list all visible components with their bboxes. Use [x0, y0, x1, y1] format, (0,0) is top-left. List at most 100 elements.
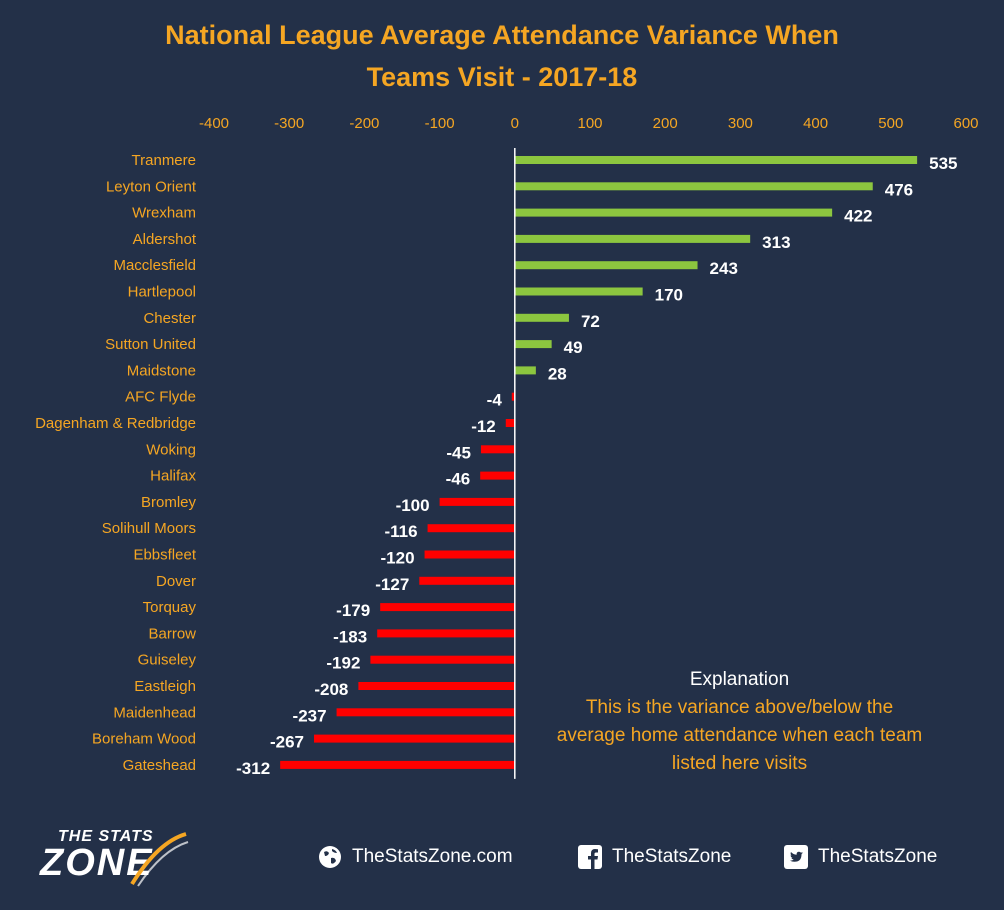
data-label: 49 [564, 338, 583, 357]
data-label: -312 [236, 759, 270, 778]
bar [514, 182, 873, 191]
website-text: TheStatsZone.com [352, 846, 513, 867]
category-label: Maidstone [127, 362, 196, 379]
category-label: Bromley [141, 494, 197, 511]
stats-zone-logo: THE STATS ZONE [38, 828, 218, 890]
x-tick-label: 0 [511, 115, 519, 132]
category-label: Chester [143, 310, 196, 327]
data-label: 243 [710, 259, 738, 278]
data-label: -12 [471, 417, 496, 436]
chart-title: National League Average Attendance Varia… [0, 14, 1004, 98]
data-label: 72 [581, 312, 600, 331]
facebook-link[interactable]: TheStatsZone [578, 844, 731, 870]
category-label: Sutton United [105, 336, 196, 353]
category-label: Woking [146, 441, 196, 458]
category-label: Dagenham & Redbridge [35, 415, 196, 432]
twitter-text: TheStatsZone [818, 846, 938, 867]
x-tick-label: 400 [803, 115, 828, 132]
category-label: Aldershot [133, 231, 197, 248]
bar [439, 497, 515, 506]
bar [480, 445, 515, 454]
x-tick-label: -100 [425, 115, 455, 132]
category-label: Halifax [150, 468, 196, 485]
bar [514, 313, 569, 322]
data-label: -127 [375, 575, 409, 594]
twitter-icon [784, 845, 808, 869]
x-tick-label: 100 [577, 115, 602, 132]
data-label: 313 [762, 233, 790, 252]
bar [514, 156, 918, 164]
data-label: -45 [446, 443, 471, 462]
category-label: Gateshead [123, 757, 196, 774]
category-label: AFC Flyde [125, 389, 196, 406]
bar [370, 655, 515, 664]
category-label: Tranmere [132, 152, 196, 169]
category-label: Torquay [143, 599, 197, 616]
bar [514, 340, 552, 349]
category-label: Maidenhead [113, 704, 196, 721]
data-label: -192 [326, 654, 360, 673]
category-label: Boreham Wood [92, 731, 196, 748]
x-tick-label: 600 [953, 115, 978, 132]
x-tick-label: 200 [653, 115, 678, 132]
bar [424, 550, 515, 559]
data-label: -4 [487, 391, 503, 410]
footer: THE STATS ZONE TheStatsZone.com TheStats… [0, 822, 1004, 910]
bar [314, 734, 515, 743]
website-link[interactable]: TheStatsZone.com [318, 844, 513, 870]
bar [480, 471, 515, 480]
data-label: -116 [384, 522, 417, 541]
data-label: -208 [314, 680, 348, 699]
category-label: Dover [156, 573, 196, 590]
facebook-icon [578, 845, 602, 869]
category-label: Barrow [148, 625, 196, 642]
bar [514, 234, 751, 243]
bar [505, 419, 515, 427]
bar [377, 629, 515, 638]
data-label: -237 [293, 706, 327, 725]
bars [280, 156, 918, 769]
data-label: 170 [655, 286, 683, 305]
category-label: Wrexham [132, 205, 196, 222]
logo-main-text: ZONE [40, 842, 154, 884]
bar [280, 760, 515, 769]
bar [380, 603, 515, 612]
category-label: Hartlepool [128, 284, 196, 301]
bar [358, 682, 515, 690]
x-axis-ticks: -400 -300 -200 -100 0 100 200 300 400 500 600 [199, 115, 979, 132]
globe-icon [319, 846, 341, 868]
x-tick-label: 300 [728, 115, 753, 132]
bar [336, 708, 515, 717]
category-label: Leyton Orient [106, 178, 197, 195]
data-label: -100 [396, 496, 430, 515]
category-label: Ebbsfleet [133, 547, 196, 564]
data-label: -179 [336, 601, 370, 620]
category-label: Eastleigh [134, 678, 196, 695]
data-label: -267 [270, 733, 304, 752]
data-label: -46 [446, 470, 471, 489]
facebook-text: TheStatsZone [612, 846, 732, 867]
explanation-body: This is the variance above/below the ave… [556, 697, 923, 774]
logo-swoosh-icon [130, 832, 189, 887]
explanation-title: Explanation [689, 669, 790, 690]
bar [514, 287, 643, 296]
x-tick-label: -300 [274, 115, 304, 132]
bar [514, 208, 833, 217]
explanation-box: Explanation This is the variance above/b… [552, 666, 927, 778]
data-label: 476 [885, 180, 913, 199]
data-labels: 535 476 422 313 243 170 72 49 28 -4 -12-45 -46 -100 -… [236, 154, 957, 778]
data-label: -120 [381, 549, 415, 568]
category-label: Guiseley [138, 652, 197, 669]
bar [514, 366, 536, 375]
bar [514, 261, 698, 270]
logo-top-text: THE STATS [58, 828, 154, 845]
twitter-link[interactable]: TheStatsZone [784, 844, 937, 870]
data-label: 535 [929, 154, 957, 173]
category-label: Solihull Moors [102, 520, 196, 537]
bar [427, 524, 515, 533]
category-labels: Tranmere Leyton Orient Wrexham Aldershot Mac… [35, 152, 197, 774]
x-tick-label: -200 [349, 115, 379, 132]
bar [511, 392, 515, 401]
bar [419, 576, 515, 585]
x-tick-label: -400 [199, 115, 229, 132]
